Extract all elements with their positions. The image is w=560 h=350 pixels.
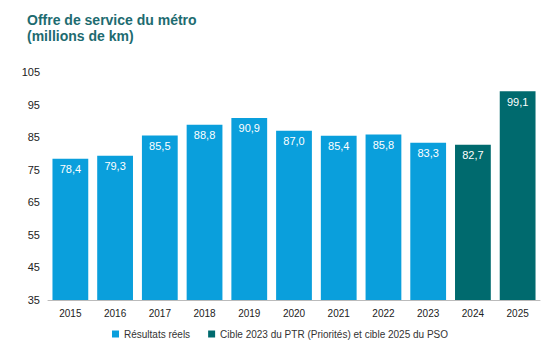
svg-text:65: 65: [28, 196, 40, 208]
svg-text:75: 75: [28, 164, 40, 176]
svg-text:85,5: 85,5: [149, 140, 170, 152]
svg-text:Cible 2023 du PTR (Priorités): Cible 2023 du PTR (Priorités) et cible 2…: [220, 329, 448, 340]
svg-text:83,3: 83,3: [417, 147, 438, 159]
svg-text:87,0: 87,0: [283, 135, 304, 147]
svg-text:2023: 2023: [417, 308, 440, 319]
svg-text:90,9: 90,9: [239, 122, 260, 134]
svg-text:(millions de km): (millions de km): [27, 28, 134, 44]
svg-text:105: 105: [22, 66, 40, 78]
svg-text:2017: 2017: [149, 308, 172, 319]
svg-text:95: 95: [28, 99, 40, 111]
svg-text:85: 85: [28, 131, 40, 143]
svg-text:99,1: 99,1: [507, 96, 528, 108]
svg-text:2015: 2015: [59, 308, 82, 319]
svg-text:Offre de service du métro: Offre de service du métro: [27, 12, 197, 28]
svg-text:78,4: 78,4: [60, 163, 81, 175]
svg-text:2022: 2022: [372, 308, 395, 319]
svg-text:2018: 2018: [193, 308, 216, 319]
svg-text:85,4: 85,4: [328, 140, 349, 152]
svg-text:2016: 2016: [104, 308, 127, 319]
svg-text:85,8: 85,8: [373, 139, 394, 151]
svg-text:2024: 2024: [462, 308, 485, 319]
svg-text:2025: 2025: [507, 308, 530, 319]
svg-text:55: 55: [28, 229, 40, 241]
svg-text:2021: 2021: [328, 308, 351, 319]
svg-text:82,7: 82,7: [462, 149, 483, 161]
svg-text:88,8: 88,8: [194, 129, 215, 141]
svg-text:45: 45: [28, 261, 40, 273]
svg-text:Résultats réels: Résultats réels: [124, 329, 190, 340]
svg-text:79,3: 79,3: [104, 160, 125, 172]
svg-text:2020: 2020: [283, 308, 306, 319]
svg-text:2019: 2019: [238, 308, 261, 319]
svg-text:35: 35: [28, 294, 40, 306]
